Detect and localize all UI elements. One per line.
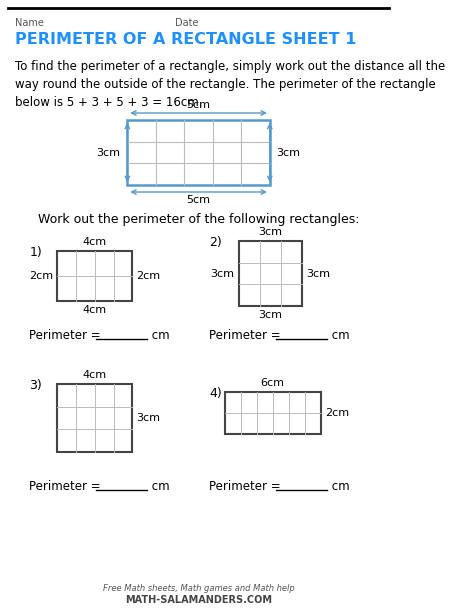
Text: 2cm: 2cm	[325, 408, 349, 418]
Text: cm: cm	[148, 329, 170, 342]
Text: Work out the perimeter of the following rectangles:: Work out the perimeter of the following …	[38, 213, 359, 226]
Text: Name: Name	[15, 18, 44, 28]
Text: 5cm: 5cm	[187, 100, 210, 110]
Text: Free Math sheets, Math games and Math help: Free Math sheets, Math games and Math he…	[103, 584, 294, 593]
Text: 3cm: 3cm	[210, 268, 235, 278]
Text: Perimeter =: Perimeter =	[210, 329, 285, 342]
Text: 3cm: 3cm	[258, 227, 282, 237]
Text: 1): 1)	[29, 246, 42, 259]
Text: 3): 3)	[29, 379, 42, 392]
Bar	[57, 384, 132, 452]
Text: 4cm: 4cm	[82, 237, 107, 247]
Text: 3cm: 3cm	[137, 413, 161, 423]
Text: cm: cm	[328, 329, 350, 342]
Text: cm: cm	[148, 480, 170, 493]
Text: Date: Date	[175, 18, 198, 28]
Text: 4): 4)	[210, 387, 222, 400]
Text: 2cm: 2cm	[28, 271, 53, 281]
Text: 3cm: 3cm	[258, 310, 282, 320]
Text: Perimeter =: Perimeter =	[29, 329, 105, 342]
Bar	[225, 392, 321, 434]
Text: Perimeter =: Perimeter =	[29, 480, 105, 493]
Bar	[57, 251, 132, 301]
Text: 5cm: 5cm	[187, 195, 210, 205]
Text: 3cm: 3cm	[276, 148, 301, 158]
Text: 4cm: 4cm	[82, 305, 107, 315]
Text: 3cm: 3cm	[306, 268, 330, 278]
Text: 4cm: 4cm	[82, 370, 107, 380]
Text: To find the perimeter of a rectangle, simply work out the distance all the: To find the perimeter of a rectangle, si…	[15, 60, 446, 73]
Text: below is 5 + 3 + 5 + 3 = 16cm.: below is 5 + 3 + 5 + 3 = 16cm.	[15, 96, 202, 109]
Bar	[128, 120, 270, 185]
Text: cm: cm	[328, 480, 350, 493]
Text: Perimeter =: Perimeter =	[210, 480, 285, 493]
Text: way round the outside of the rectangle. The perimeter of the rectangle: way round the outside of the rectangle. …	[15, 78, 436, 91]
Text: MATH-SALAMANDERS.COM: MATH-SALAMANDERS.COM	[125, 595, 272, 605]
Bar	[239, 241, 301, 306]
Text: 6cm: 6cm	[261, 378, 285, 388]
Text: 2): 2)	[210, 236, 222, 249]
Text: 2cm: 2cm	[137, 271, 161, 281]
Text: 3cm: 3cm	[97, 148, 121, 158]
Text: PERIMETER OF A RECTANGLE SHEET 1: PERIMETER OF A RECTANGLE SHEET 1	[15, 32, 356, 47]
